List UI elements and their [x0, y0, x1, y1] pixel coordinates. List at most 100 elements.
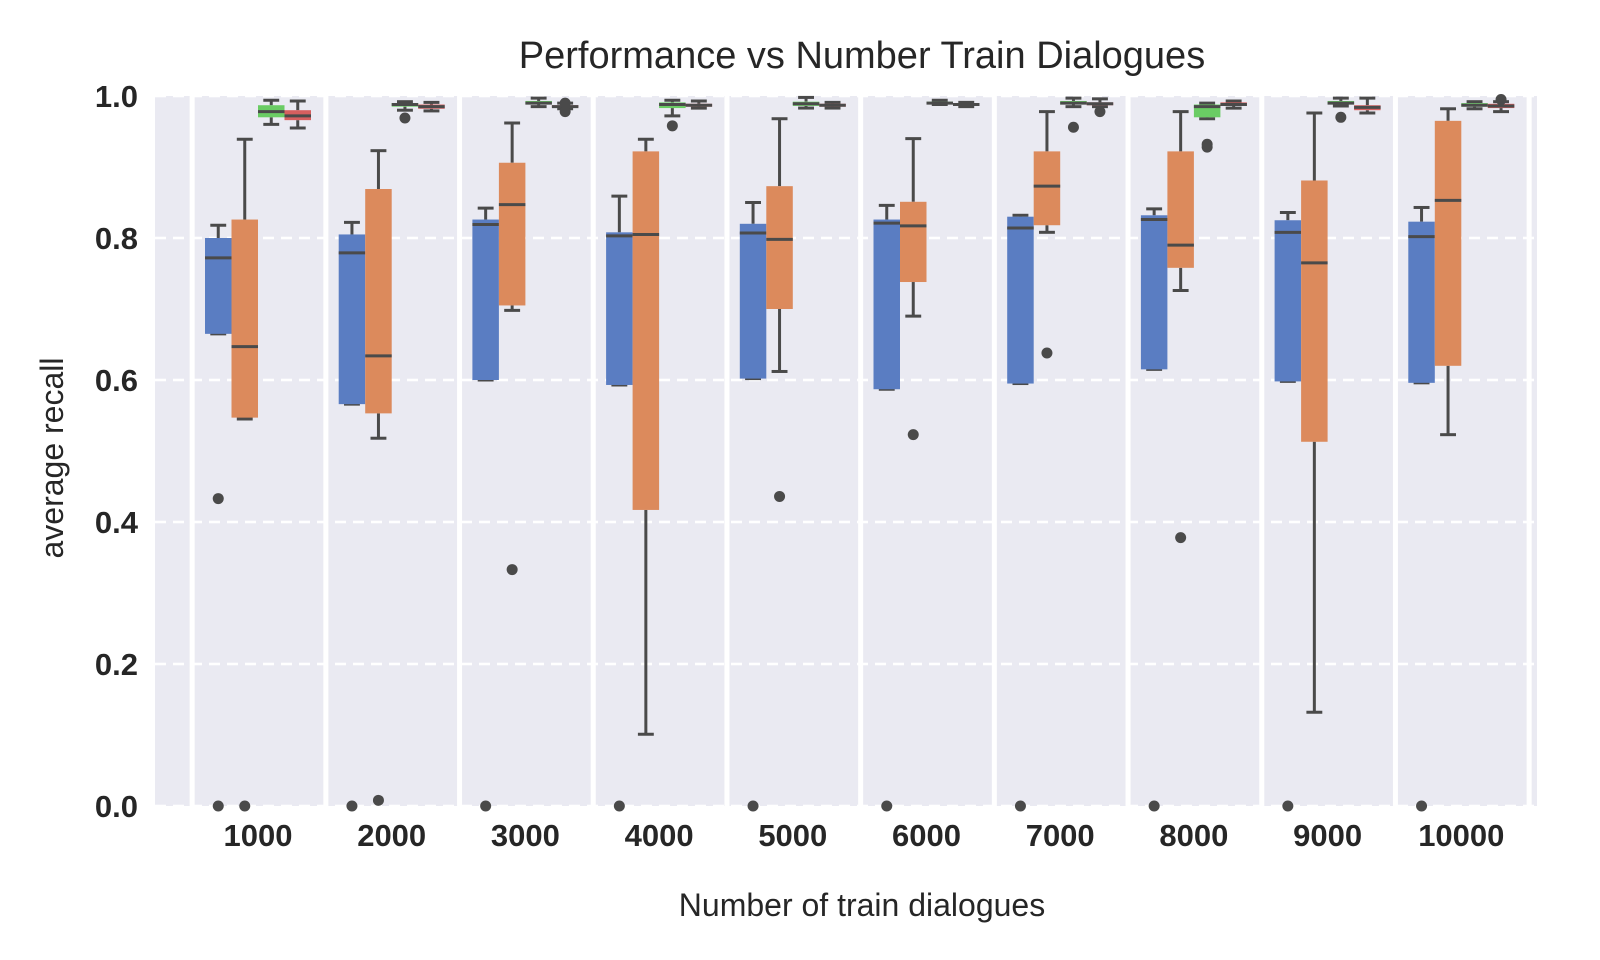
outlier-point	[1041, 347, 1053, 359]
box-6000-series-1	[900, 137, 927, 441]
outlier-point	[212, 800, 224, 812]
y-axis-label: average recall	[34, 358, 70, 559]
y-tick-label: 1.0	[95, 79, 138, 114]
category-separators	[189, 96, 1532, 806]
outlier-point	[907, 429, 919, 441]
outlier-point	[1094, 106, 1106, 118]
box-5000-series-3	[819, 100, 846, 110]
outlier-point	[346, 800, 358, 812]
box-5000-series-2	[792, 95, 820, 110]
box-body	[365, 189, 392, 414]
outlier-point	[212, 493, 224, 505]
x-tick-label: 3000	[491, 818, 560, 853]
box-body	[1007, 216, 1034, 384]
box-body	[498, 162, 526, 306]
plot-background	[155, 96, 1537, 806]
box-1000-series-2	[258, 98, 285, 126]
outlier-point	[1175, 532, 1187, 544]
x-tick-labels: 1000 2000 3000 4000 5000 6000 7000 8000 9000 1000…	[224, 818, 1505, 853]
box-5000-series-1	[766, 117, 793, 502]
box-body	[1408, 221, 1435, 383]
box-body	[1434, 120, 1462, 366]
outlier-point	[613, 800, 625, 812]
outlier-point	[1335, 111, 1347, 123]
y-tick-label: 0.6	[95, 363, 138, 398]
box-9000-series-2	[1327, 96, 1355, 123]
box-7000-series-2	[1060, 96, 1087, 133]
box-body	[766, 186, 793, 309]
outlier-point	[1148, 800, 1160, 812]
box-7000-series-3	[1086, 97, 1114, 118]
outlier-point	[399, 112, 411, 124]
box-4000-series-2	[659, 98, 686, 132]
box-10000-series-1	[1434, 107, 1462, 437]
box-2000-series-0	[338, 220, 366, 812]
box-2000-series-2	[391, 100, 419, 124]
outlier-point	[559, 97, 571, 109]
box-body	[873, 219, 900, 390]
box-body	[1033, 151, 1061, 226]
y-tick-label: 0.8	[95, 221, 138, 256]
outlier-point	[239, 800, 251, 812]
outlier-point	[1201, 141, 1213, 153]
x-tick-label: 7000	[1026, 818, 1095, 853]
outlier-point	[1067, 121, 1079, 133]
box-5000-series-0	[739, 201, 767, 812]
box-8000-series-1	[1167, 110, 1194, 544]
box-body	[205, 238, 232, 334]
series-1	[231, 107, 1462, 812]
y-tick-labels: 0.0 0.2 0.4 0.6 0.8 1.0	[95, 79, 139, 824]
box-body	[1167, 151, 1194, 268]
outlier-point	[480, 800, 492, 812]
outlier-point	[559, 106, 571, 118]
box-1000-series-1	[231, 137, 258, 812]
outlier-point	[372, 794, 384, 806]
box-body	[1274, 220, 1302, 382]
box-3000-series-0	[472, 206, 499, 812]
box-body	[606, 232, 633, 385]
box-6000-series-3	[953, 100, 980, 109]
chart-title: Performance vs Number Train Dialogues	[519, 35, 1205, 77]
box-body	[338, 234, 366, 405]
box-6000-series-2	[926, 98, 953, 107]
box-3000-series-3	[551, 97, 579, 118]
box-3000-series-2	[525, 96, 552, 109]
series-0	[205, 194, 1435, 812]
box-1000-series-0	[205, 223, 232, 812]
x-tick-label: 9000	[1293, 818, 1362, 853]
box-7000-series-1	[1033, 110, 1061, 359]
box-body	[472, 219, 499, 380]
x-tick-label: 1000	[224, 818, 293, 853]
outlier-point	[881, 800, 893, 812]
box-4000-series-0	[606, 194, 633, 812]
outlier-point	[1495, 94, 1507, 106]
box-body	[231, 219, 258, 418]
box-10000-series-0	[1408, 205, 1435, 812]
box-8000-series-0	[1140, 207, 1168, 812]
outlier-point	[1416, 800, 1428, 812]
box-2000-series-3	[418, 100, 445, 113]
x-tick-label: 2000	[357, 818, 426, 853]
box-10000-series-3	[1487, 94, 1515, 114]
outlier-point	[1282, 800, 1294, 812]
box-4000-series-1	[632, 137, 660, 736]
outlier-point	[666, 120, 678, 132]
box-9000-series-1	[1301, 111, 1328, 714]
box-6000-series-0	[873, 203, 900, 812]
box-9000-series-0	[1274, 210, 1302, 812]
box-10000-series-2	[1461, 100, 1488, 111]
x-tick-label: 6000	[892, 818, 961, 853]
x-tick-label: 8000	[1159, 818, 1228, 853]
series-3	[284, 94, 1515, 130]
box-body	[739, 223, 767, 379]
outlier-point	[506, 564, 518, 576]
x-tick-label: 10000	[1418, 818, 1504, 853]
y-tick-label: 0.4	[95, 505, 139, 540]
box-9000-series-3	[1354, 96, 1381, 115]
box-series	[205, 94, 1515, 812]
outlier-point	[1014, 800, 1026, 812]
box-8000-series-2	[1193, 101, 1221, 153]
y-tick-label: 0.0	[95, 789, 138, 824]
box-body	[632, 151, 660, 510]
